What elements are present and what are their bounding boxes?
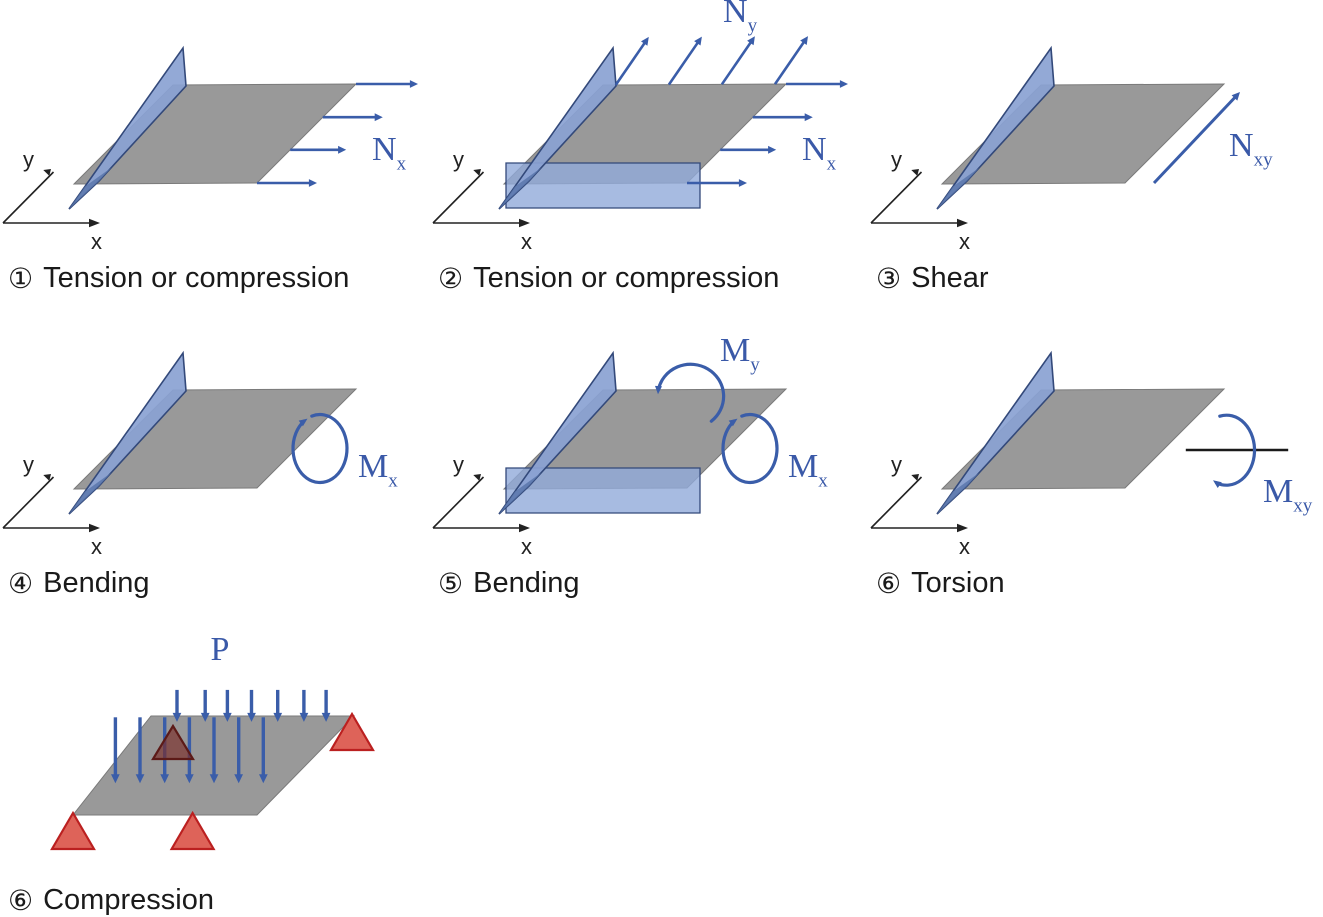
svg-text:x: x: [959, 534, 970, 559]
svg-text:x: x: [91, 229, 102, 254]
svg-text:x: x: [959, 229, 970, 254]
svg-text:P: P: [211, 631, 230, 668]
svg-text:Nxy: Nxy: [1229, 127, 1273, 171]
svg-text:My: My: [720, 332, 760, 376]
svg-text:y: y: [23, 452, 34, 477]
svg-text:x: x: [521, 229, 532, 254]
svg-text:Mxy: Mxy: [1263, 473, 1313, 517]
svg-text:y: y: [891, 147, 902, 172]
svg-text:y: y: [891, 452, 902, 477]
svg-text:Ny: Ny: [723, 0, 758, 37]
svg-text:y: y: [453, 452, 464, 477]
svg-text:Nx: Nx: [372, 131, 407, 175]
svg-text:y: y: [453, 147, 464, 172]
svg-text:x: x: [91, 534, 102, 559]
svg-text:x: x: [521, 534, 532, 559]
svg-text:Mx: Mx: [788, 448, 828, 492]
svg-text:Mx: Mx: [358, 448, 398, 492]
svg-text:y: y: [23, 147, 34, 172]
svg-text:Nx: Nx: [802, 131, 837, 175]
